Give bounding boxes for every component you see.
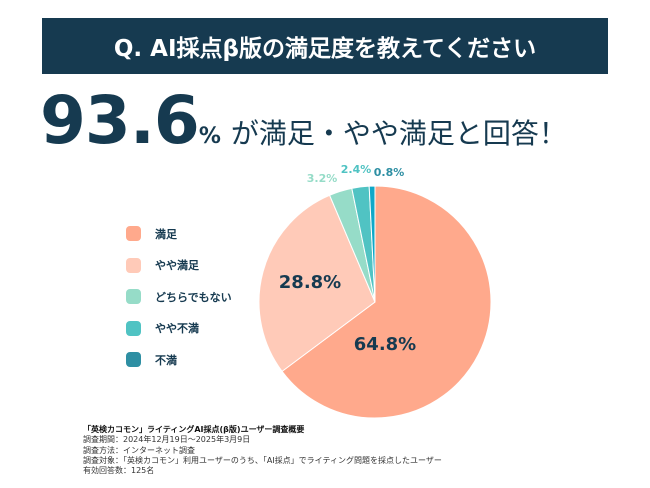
headline: 93.6 % が満足・やや満足と回答！: [40, 82, 567, 159]
data-label: 2.4%: [341, 163, 372, 176]
legend-swatch: [126, 352, 141, 368]
headline-value: 93.6: [40, 82, 200, 159]
legend-swatch: [126, 226, 141, 242]
notes-line: 有効回答数：125名: [83, 466, 155, 476]
legend-item: 不満: [126, 344, 232, 376]
legend-item: どちらでもない: [126, 281, 232, 313]
pie-slice: [281, 185, 492, 419]
legend-label: やや不満: [155, 322, 199, 336]
pie-slice: [258, 194, 376, 373]
legend-item: 満足: [126, 218, 232, 250]
data-label: 28.8%: [279, 272, 341, 293]
notes-line: 調査方法：インターネット調査: [83, 445, 195, 455]
legend-label: 不満: [155, 353, 177, 367]
notes-title: 「英検カコモン」ライティングAI採点(β版)ユーザー調査概要: [83, 425, 305, 434]
data-label: 0.8%: [374, 166, 405, 179]
legend-label: 満足: [155, 227, 177, 241]
legend-swatch: [126, 320, 141, 336]
legend-item: やや不満: [126, 313, 232, 345]
notes-line: 調査期間：2024年12月19日〜2025年3月9日: [83, 435, 251, 445]
notes-line: 調査対象：「英検カコモン」利用ユーザーのうち、「AI採点」でライティング問題を採…: [83, 455, 442, 465]
question-header: Q. AI採点β版の満足度を教えてください: [42, 18, 608, 74]
legend-swatch: [126, 257, 141, 273]
data-label: 3.2%: [307, 172, 338, 185]
headline-unit: %: [198, 124, 221, 149]
legend-label: どちらでもない: [155, 290, 232, 304]
legend-swatch: [126, 289, 141, 305]
survey-notes: 「英検カコモン」ライティングAI採点(β版)ユーザー調査概要 調査期間：2024…: [83, 425, 442, 476]
legend-label: やや満足: [155, 259, 199, 273]
headline-text: が満足・やや満足と回答！: [230, 117, 567, 150]
legend: 満足やや満足どちらでもない やや不満不満: [126, 218, 232, 376]
legend-item: やや満足: [126, 250, 232, 282]
data-label: 64.8%: [354, 334, 416, 355]
pie-slice: [368, 185, 376, 303]
